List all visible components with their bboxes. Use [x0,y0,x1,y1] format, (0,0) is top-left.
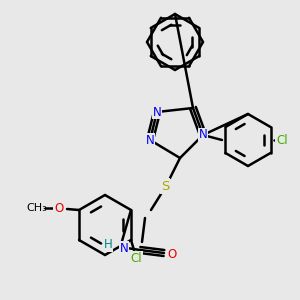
Text: H: H [103,238,112,251]
Text: N: N [120,242,128,254]
Text: N: N [146,134,154,146]
Text: S: S [161,179,169,193]
Text: N: N [153,106,161,118]
Text: N: N [199,128,207,142]
Text: O: O [54,202,64,214]
Text: Cl: Cl [276,134,288,146]
Text: O: O [167,248,177,262]
Text: CH₃: CH₃ [27,203,47,213]
Text: Cl: Cl [130,251,142,265]
